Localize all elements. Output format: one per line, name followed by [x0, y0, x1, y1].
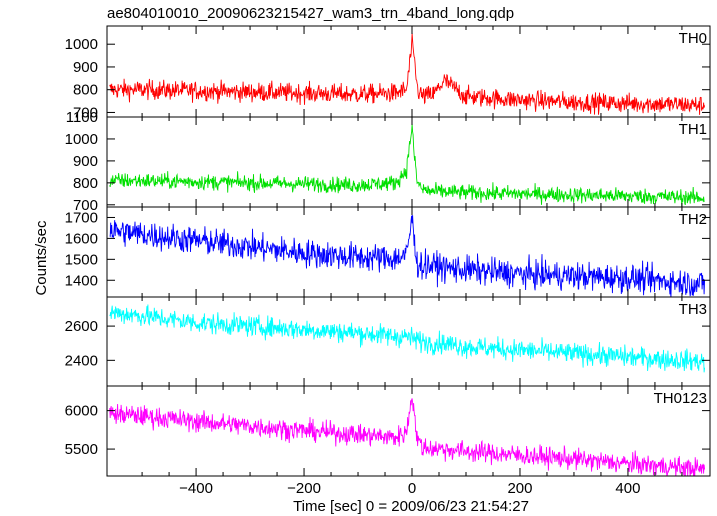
x-tick-label: −400: [179, 480, 213, 497]
y-tick-label: 6000: [65, 403, 98, 420]
y-tick-label: 800: [73, 82, 98, 99]
panel-frame: [106, 206, 711, 298]
panel-th0123: TH0123 5500 6000: [65, 385, 711, 477]
y-tick-label: 900: [73, 153, 98, 170]
panel-th2: TH2 1400 1500 1600 1700: [65, 206, 711, 298]
x-axis-label: Time [sec] 0 = 2009/06/23 21:54:27: [293, 498, 529, 515]
x-tick-label: 200: [507, 480, 532, 497]
x-tick-label: 400: [615, 480, 640, 497]
y-tick-label: 1400: [65, 272, 98, 289]
series-line-th1: [109, 124, 705, 207]
y-axis-label: Counts/sec: [33, 220, 50, 296]
x-tick-labels: −400 −200 0 200 400: [179, 480, 640, 497]
y-tick-label: 2400: [65, 352, 98, 369]
y-tick-label: 900: [73, 59, 98, 76]
series-line-th0: [109, 33, 706, 115]
panel-th3: TH3 2400 2600: [65, 296, 711, 387]
y-tick-label: 1700: [65, 209, 98, 226]
panel-label: TH0123: [654, 390, 707, 407]
panel-th0: TH0 700 800 900 1000: [65, 25, 711, 121]
series-line-th0123: [109, 398, 706, 476]
chart-title: ae804010010_20090623215427_wam3_trn_4ban…: [107, 5, 514, 22]
x-tick-label: −200: [287, 480, 321, 497]
y-tick-label: 800: [73, 175, 98, 192]
series-line-th3: [109, 304, 706, 373]
series-line-th2: [109, 215, 706, 297]
panel-frame: [106, 385, 711, 477]
panel-frame: [106, 296, 711, 387]
y-tick-label: 700: [73, 104, 98, 121]
x-tick-label: 0: [408, 480, 416, 497]
panel-label: TH2: [679, 211, 707, 228]
y-tick-label: 1600: [65, 230, 98, 247]
y-tick-label: 2600: [65, 318, 98, 335]
y-tick-label: 1100: [66, 109, 98, 126]
panel-th1: TH1 700 800 900 1000 1100: [65, 109, 711, 214]
y-tick-label: 700: [73, 197, 98, 214]
panel-label: TH0: [679, 30, 707, 47]
y-tick-label: 1000: [65, 36, 98, 53]
panel-label: TH1: [679, 121, 707, 138]
y-tick-label: 1000: [65, 131, 98, 148]
y-tick-label: 1500: [65, 251, 98, 268]
y-tick-label: 5500: [65, 441, 98, 458]
panels: TH0 700 800 900 1000 TH1 700 800 900 1000 1100 TH2 1…: [65, 25, 711, 477]
panel-label: TH3: [679, 301, 707, 318]
